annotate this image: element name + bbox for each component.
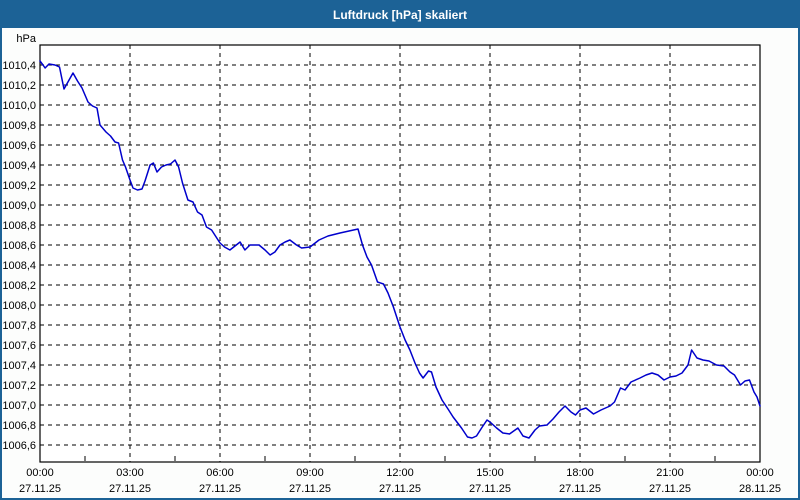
y-tick-label: 1007,0	[2, 400, 36, 412]
y-tick-label: 1008,8	[2, 220, 36, 232]
y-tick-label: 1009,0	[2, 200, 36, 212]
y-tick-label: 1008,0	[2, 300, 36, 312]
x-tick-date-label: 27.11.25	[649, 483, 691, 495]
x-tick-time-label: 21:00	[656, 467, 684, 479]
y-tick-label: 1008,2	[2, 280, 36, 292]
x-tick-time-label: 00:00	[746, 467, 774, 479]
y-tick-label: 1006,6	[2, 440, 36, 452]
y-tick-label: 1010,4	[2, 60, 36, 72]
y-tick-label: 1010,0	[2, 100, 36, 112]
y-tick-label: 1010,2	[2, 80, 36, 92]
x-tick-date-label: 27.11.25	[469, 483, 511, 495]
x-tick-time-label: 06:00	[206, 467, 234, 479]
y-tick-label: 1009,2	[2, 180, 36, 192]
y-tick-label: 1008,6	[2, 240, 36, 252]
y-tick-label: 1007,4	[2, 360, 36, 372]
window-titlebar: Luftdruck [hPa] skaliert	[2, 2, 798, 28]
x-tick-date-label: 27.11.25	[19, 483, 61, 495]
x-tick-date-label: 27.11.25	[199, 483, 241, 495]
pressure-line	[39, 60, 761, 439]
y-tick-label: 1009,6	[2, 140, 36, 152]
x-tick-date-label: 27.11.25	[109, 483, 151, 495]
y-tick-label: 1008,4	[2, 260, 36, 272]
y-tick-label: 1009,8	[2, 120, 36, 132]
y-tick-label: 1009,4	[2, 160, 36, 172]
x-tick-time-label: 18:00	[566, 467, 594, 479]
y-tick-label: 1007,8	[2, 320, 36, 332]
x-tick-time-label: 03:00	[116, 467, 144, 479]
y-axis-unit-label: hPa	[16, 33, 36, 45]
y-tick-label: 1007,2	[2, 380, 36, 392]
window-title: Luftdruck [hPa] skaliert	[332, 8, 468, 22]
x-tick-date-label: 27.11.25	[559, 483, 601, 495]
y-tick-label: 1007,6	[2, 340, 36, 352]
plot-border	[39, 44, 761, 463]
x-tick-date-label: 28.11.25	[739, 483, 781, 495]
x-tick-time-label: 12:00	[386, 467, 414, 479]
x-tick-time-label: 15:00	[476, 467, 504, 479]
y-tick-label: 1006,8	[2, 420, 36, 432]
x-tick-date-label: 27.11.25	[379, 483, 421, 495]
x-tick-time-label: 09:00	[296, 467, 324, 479]
x-tick-date-label: 27.11.25	[289, 483, 331, 495]
x-tick-time-label: 00:00	[26, 467, 54, 479]
